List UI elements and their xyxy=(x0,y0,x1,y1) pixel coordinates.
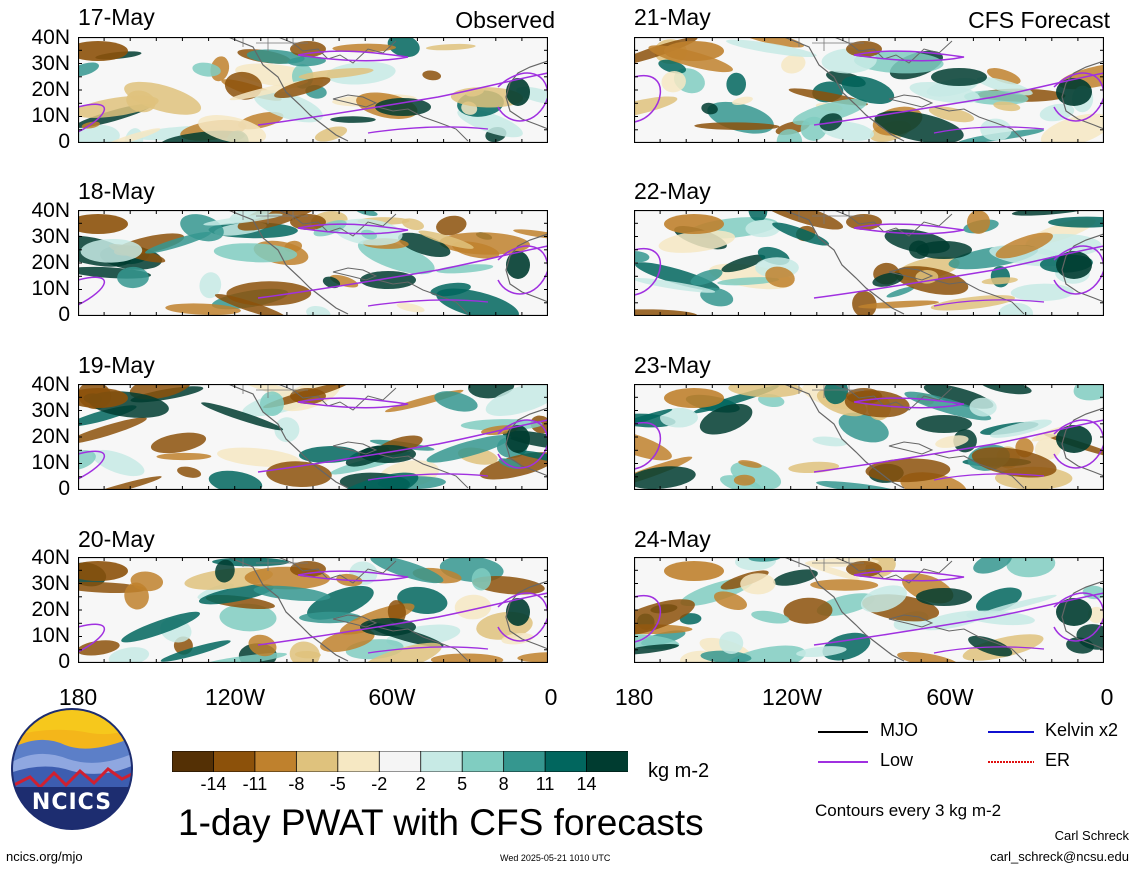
y-tick: 40N xyxy=(31,373,70,396)
colorbar-label: -14 xyxy=(200,774,227,794)
pwat-map xyxy=(634,557,1104,663)
y-tick: 30N xyxy=(31,572,70,595)
footer-url: ncics.org/mjo xyxy=(6,849,83,864)
colorbar-swatch xyxy=(172,751,215,772)
legend-line-mjo xyxy=(818,731,868,733)
y-tick: 10N xyxy=(31,624,70,647)
panel-date: 18-May xyxy=(78,178,155,204)
y-tick: 40N xyxy=(31,199,70,222)
panel-date: 21-May xyxy=(634,4,711,30)
logo-text: NCICS xyxy=(31,790,113,815)
y-tick: 20N xyxy=(31,78,70,101)
colorbar-label: -2 xyxy=(371,774,388,794)
legend-label: Low xyxy=(880,750,914,770)
figure-title: 1-day PWAT with CFS forecasts xyxy=(178,802,704,843)
y-tick: 10N xyxy=(31,451,70,474)
colorbar-swatch xyxy=(420,751,464,772)
y-tick: 10N xyxy=(31,104,70,127)
panel-date: 23-May xyxy=(634,352,711,378)
y-tick: 20N xyxy=(31,425,70,448)
x-tick: 60W xyxy=(926,684,974,710)
pwat-map xyxy=(634,210,1104,316)
colorbar-label: 14 xyxy=(576,774,597,794)
x-tick: 120W xyxy=(761,684,823,710)
legend-label: Kelvin x2 xyxy=(1045,720,1119,740)
y-tick: 20N xyxy=(31,251,70,274)
x-tick: 0 xyxy=(544,684,558,710)
y-tick: 30N xyxy=(31,52,70,75)
x-tick: 0 xyxy=(1100,684,1114,710)
colorbar-label: 5 xyxy=(457,774,468,794)
ncics-logo: NCICS xyxy=(10,707,134,831)
footer-author: Carl Schreck xyxy=(1054,828,1129,843)
colorbar-swatch xyxy=(503,751,546,772)
colorbar-label: -5 xyxy=(329,774,346,794)
colorbar-swatch xyxy=(295,751,339,772)
colorbar-label: -8 xyxy=(288,774,305,794)
colorbar-label: 8 xyxy=(498,774,509,794)
ncics-logo-icon xyxy=(11,708,133,830)
footer-email: carl_schreck@ncsu.edu xyxy=(990,849,1129,864)
y-tick: 0 xyxy=(58,130,70,153)
y-tick: 30N xyxy=(31,225,70,248)
panel-date: 24-May xyxy=(634,526,711,552)
legend-line-low xyxy=(818,761,868,763)
colorbar-swatch xyxy=(254,751,298,772)
y-tick: 10N xyxy=(31,277,70,300)
panel-tag-cfs-forecast: CFS Forecast xyxy=(968,7,1110,33)
colorbar-swatches xyxy=(172,751,628,772)
pwat-map xyxy=(634,384,1104,490)
panel-date: 19-May xyxy=(78,352,155,378)
colorbar-label: 2 xyxy=(415,774,426,794)
legend-line-kelvin xyxy=(988,731,1034,733)
pwat-map xyxy=(78,384,548,490)
x-tick: 180 xyxy=(614,684,654,710)
panel-date: 17-May xyxy=(78,4,155,30)
pwat-map xyxy=(78,557,548,663)
y-tick: 30N xyxy=(31,399,70,422)
pwat-map xyxy=(78,210,548,316)
colorbar-swatch xyxy=(461,751,505,772)
y-tick: 0 xyxy=(58,303,70,326)
x-tick: 120W xyxy=(204,684,266,710)
colorbar-label: 11 xyxy=(535,774,555,794)
contour-note: Contours every 3 kg m-2 xyxy=(815,801,1002,820)
panel-tag-observed: Observed xyxy=(455,7,555,33)
colorbar-swatch xyxy=(544,751,588,772)
footer-timestamp: Wed 2025-05-21 1010 UTC xyxy=(500,853,611,863)
legend-label: MJO xyxy=(880,720,918,740)
legend-line-er xyxy=(988,761,1034,763)
legend-label: ER xyxy=(1045,750,1071,770)
y-tick: 0 xyxy=(58,650,70,673)
pwat-map xyxy=(634,37,1104,143)
colorbar-label: -11 xyxy=(242,774,268,794)
y-tick: 20N xyxy=(31,598,70,621)
colorbar-swatch xyxy=(213,751,256,772)
x-tick: 180 xyxy=(58,684,98,710)
colorbar-swatch xyxy=(337,751,381,772)
colorbar-swatch xyxy=(378,751,422,772)
colorbar-swatch xyxy=(586,751,628,772)
panel-date: 22-May xyxy=(634,178,711,204)
x-tick: 60W xyxy=(368,684,416,710)
y-tick: 40N xyxy=(31,546,70,569)
y-tick: 0 xyxy=(58,477,70,500)
colorbar-unit: kg m-2 xyxy=(648,760,710,782)
panel-date: 20-May xyxy=(78,526,155,552)
y-tick: 40N xyxy=(31,26,70,49)
pwat-map xyxy=(78,37,548,143)
